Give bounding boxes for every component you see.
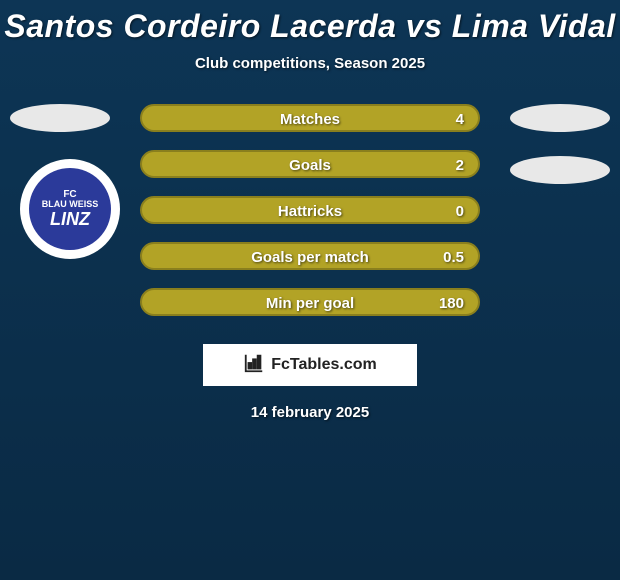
stat-value: 180 (439, 290, 464, 316)
page-subtitle: Club competitions, Season 2025 (0, 55, 620, 72)
player-left-avatar-placeholder (10, 104, 110, 132)
badge-line-3: LINZ (50, 210, 90, 230)
stat-label: Matches (142, 106, 478, 132)
stat-bar-goals: Goals 2 (140, 150, 480, 178)
stat-value: 0.5 (443, 244, 464, 270)
stat-label: Hattricks (142, 198, 478, 224)
stat-label: Min per goal (142, 290, 478, 316)
footer-brand[interactable]: FcTables.com (203, 344, 417, 386)
player-right-avatar-placeholder-2 (510, 156, 610, 184)
stat-bar-min-per-goal: Min per goal 180 (140, 288, 480, 316)
stat-bar-matches: Matches 4 (140, 104, 480, 132)
stat-bar-goals-per-match: Goals per match 0.5 (140, 242, 480, 270)
stat-label: Goals per match (142, 244, 478, 270)
chart-icon (243, 352, 265, 379)
club-badge: FC BLAU WEISS LINZ (20, 159, 120, 259)
stat-value: 2 (456, 152, 464, 178)
footer-brand-text: FcTables.com (271, 356, 377, 374)
stat-label: Goals (142, 152, 478, 178)
stat-value: 0 (456, 198, 464, 224)
club-badge-inner: FC BLAU WEISS LINZ (29, 168, 111, 250)
comparison-content: FC BLAU WEISS LINZ Matches 4 Goals 2 Hat… (0, 104, 620, 421)
footer-date: 14 february 2025 (0, 404, 620, 421)
stats-bars: Matches 4 Goals 2 Hattricks 0 Goals per … (140, 104, 480, 316)
page-title: Santos Cordeiro Lacerda vs Lima Vidal (0, 0, 620, 45)
badge-line-1: FC (63, 189, 76, 200)
stat-value: 4 (456, 106, 464, 132)
player-right-avatar-placeholder-1 (510, 104, 610, 132)
stat-bar-hattricks: Hattricks 0 (140, 196, 480, 224)
